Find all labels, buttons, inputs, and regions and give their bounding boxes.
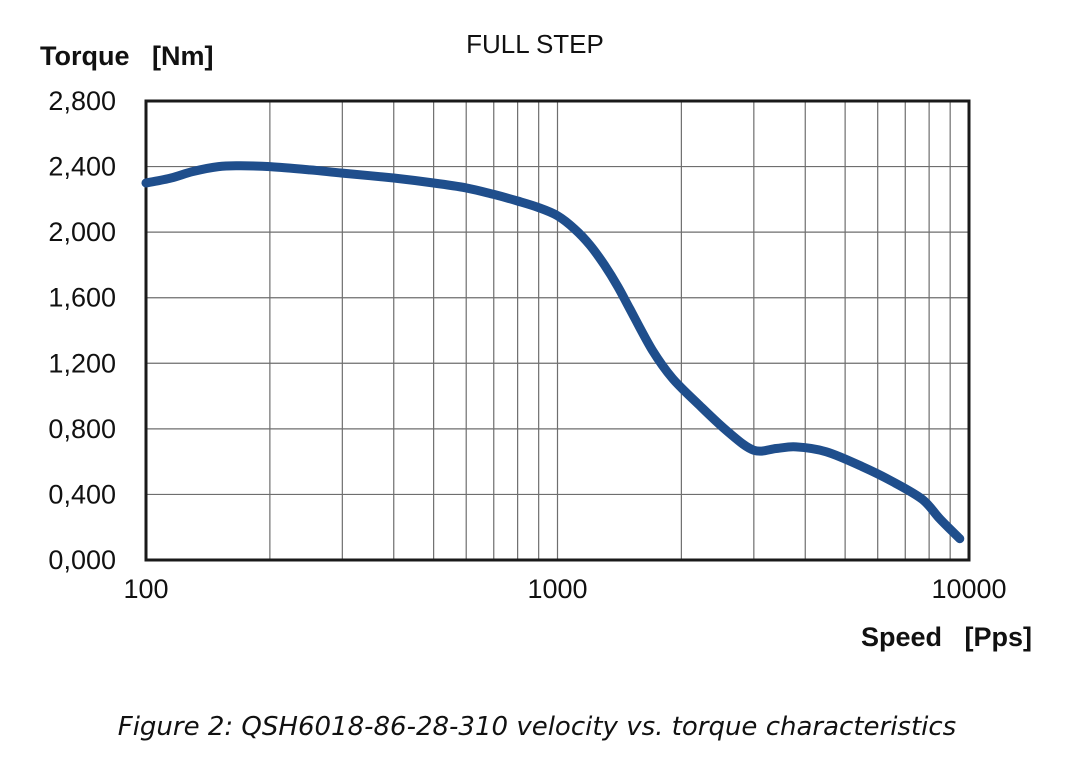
y-axis-label: Torque [Nm] <box>40 41 213 71</box>
torque-curve <box>141 161 965 544</box>
plot-frame <box>144 99 971 562</box>
y-tick-label: 0,000 <box>48 545 116 575</box>
chart-title: FULL STEP <box>466 29 604 59</box>
y-tick-label: 0,800 <box>48 414 116 444</box>
y-tick-label: 0,400 <box>48 479 116 509</box>
x-tick-label: 100 <box>123 574 168 604</box>
x-axis-label: Speed [Pps] <box>861 622 1032 652</box>
y-tick-label: 2,000 <box>48 217 116 247</box>
y-tick-label: 1,600 <box>48 283 116 313</box>
x-tick-labels: 100 1000 10000 <box>123 574 1006 604</box>
y-tick-labels: 0,000 0,400 0,800 1,200 1,600 2,000 2,400 2,800 <box>48 86 116 575</box>
x-tick-label: 10000 <box>931 574 1006 604</box>
y-tick-label: 2,800 <box>48 86 116 116</box>
y-tick-label: 2,400 <box>48 152 116 182</box>
torque-speed-chart: 0,000 0,400 0,800 1,200 1,600 2,000 2,400 2,800… <box>40 29 1032 652</box>
x-tick-label: 1000 <box>527 574 587 604</box>
y-tick-label: 1,200 <box>48 348 116 378</box>
figure-caption: Figure 2: QSH6018-86-28-310 velocity vs.… <box>117 712 957 742</box>
